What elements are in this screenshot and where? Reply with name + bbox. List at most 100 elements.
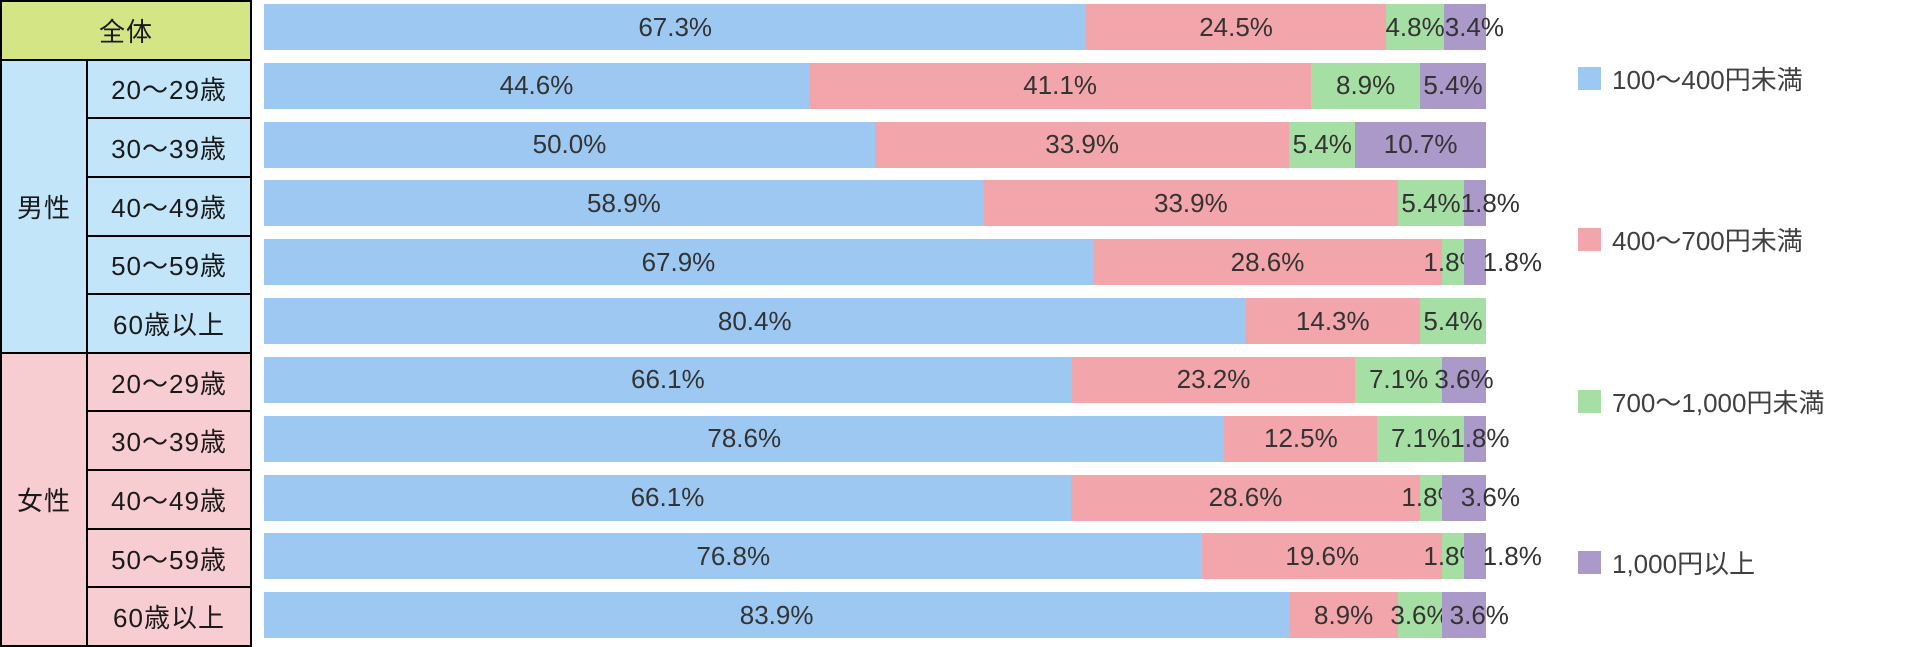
legend-item: 400〜700円未満	[1578, 224, 1803, 256]
bar-value-label: 3.6%	[1434, 364, 1494, 395]
bar-segment-series-2: 19.6%	[1202, 533, 1442, 580]
bar-value-label: 83.9%	[739, 599, 814, 630]
bar-value-label: 5.4%	[1423, 70, 1483, 101]
table-cell-age: 20〜29歳	[88, 60, 250, 118]
bar-segment-series-4: 3.6%	[1442, 474, 1520, 521]
legend: 100〜400円未満 400〜700円未満 700〜1,000円未満 1,000円以上	[1578, 0, 1918, 647]
bar-segment-series-3: 3.6%	[1390, 592, 1450, 639]
bar-segment-series-3: 5.4%	[1398, 180, 1464, 227]
bar-segment-series-2: 28.6%	[1092, 239, 1443, 286]
bar-value-label: 1.8%	[1460, 187, 1520, 218]
bar-segment-series-4: 10.7%	[1355, 121, 1486, 168]
legend-label: 1,000円以上	[1612, 548, 1756, 579]
bar-value-label: 28.6%	[1230, 246, 1305, 277]
legend-swatch-icon	[1578, 66, 1601, 90]
table-cell-overall: 全体	[2, 2, 250, 59]
bar-row: 76.8% 19.6% 1.8% 1.8%	[264, 533, 1542, 580]
table-cell-age: 60歳以上	[88, 295, 250, 352]
bar-value-label: 1.8%	[1482, 246, 1542, 277]
bar-segment-series-3: 5.4%	[1289, 121, 1356, 168]
bar-segment-series-4: 1.8%	[1464, 533, 1542, 580]
legend-label: 700〜1,000円未満	[1612, 387, 1825, 418]
bar-row: 44.6% 41.1% 8.9% 5.4%	[264, 62, 1486, 109]
bar-segment-series-2: 23.2%	[1071, 356, 1356, 403]
table-cell-age: 20〜29歳	[88, 353, 250, 411]
bar-segment-series-1: 83.9%	[264, 592, 1290, 639]
bar-row: 78.6% 12.5% 7.1% 1.8%	[264, 415, 1510, 462]
bar-segment-series-1: 58.9%	[264, 180, 984, 227]
bar-value-label: 1.8%	[1482, 540, 1542, 571]
bar-segment-series-3: 5.4%	[1420, 298, 1486, 345]
bar-value-label: 44.6%	[499, 70, 574, 101]
bar-segment-series-4: 1.8%	[1464, 239, 1542, 286]
category-table: 全体 男性 20〜29歳 30〜39歳 40〜49歳 50〜59歳 60歳以上 女性 20〜29…	[0, 0, 252, 647]
table-cell-age: 50〜59歳	[88, 236, 250, 294]
bar-segment-series-1: 44.6%	[264, 62, 809, 109]
bar-value-label: 66.1%	[630, 482, 705, 513]
bar-value-label: 66.1%	[631, 364, 705, 395]
bar-row: 83.9% 8.9% 3.6% 3.6%	[264, 592, 1509, 639]
bar-segment-series-1: 50.0%	[264, 121, 875, 168]
bar-value-label: 19.6%	[1285, 540, 1360, 571]
bar-segment-series-1: 67.9%	[264, 239, 1093, 286]
table-cell-group: 男性	[2, 60, 86, 352]
bar-segment-series-3: 8.9%	[1311, 62, 1420, 109]
bar-row: 58.9% 33.9% 5.4% 1.8%	[264, 180, 1520, 227]
bar-segment-series-1: 67.3%	[264, 4, 1087, 50]
bar-value-label: 50.0%	[532, 129, 607, 160]
bar-row: 66.1% 23.2% 7.1% 3.6%	[264, 356, 1494, 403]
bar-value-label: 78.6%	[707, 423, 782, 454]
bar-value-label: 58.9%	[587, 187, 661, 218]
legend-swatch-icon	[1578, 550, 1601, 574]
bar-segment-series-3: 7.1%	[1355, 356, 1442, 403]
bar-segment-series-1: 78.6%	[264, 415, 1225, 462]
bar-segment-series-2: 28.6%	[1070, 474, 1421, 521]
bar-segment-series-4: 1.8%	[1450, 415, 1510, 462]
bar-value-label: 12.5%	[1263, 423, 1338, 454]
bar-segment-series-1: 66.1%	[264, 356, 1072, 403]
plot-area: 67.3% 24.5% 4.8% 3.4% 44.6% 41.1% 8.9% 5.4% 50.0…	[264, 0, 1542, 647]
table-cell-age: 30〜39歳	[88, 119, 250, 176]
bar-segment-series-4: 3.6%	[1434, 356, 1494, 403]
bar-value-label: 28.6%	[1208, 482, 1283, 513]
bar-segment-series-2: 33.9%	[875, 121, 1290, 168]
legend-label: 400〜700円未満	[1612, 225, 1803, 256]
legend-item: 100〜400円未満	[1578, 63, 1803, 95]
bar-segment-series-3: 7.1%	[1377, 415, 1464, 462]
legend-item: 1,000円以上	[1578, 547, 1755, 579]
bar-segment-series-4: 3.4%	[1444, 4, 1504, 50]
bar-value-label: 14.3%	[1295, 305, 1370, 336]
bar-segment-series-2: 33.9%	[983, 180, 1398, 227]
bar-segment-series-2: 8.9%	[1289, 592, 1398, 639]
bar-segment-series-1: 66.1%	[264, 474, 1071, 521]
table-cell-age: 40〜49歳	[88, 471, 250, 528]
bar-row: 50.0% 33.9% 5.4% 10.7%	[264, 121, 1486, 168]
legend-swatch-icon	[1578, 389, 1601, 413]
bar-value-label: 7.1%	[1368, 364, 1429, 395]
bar-row: 66.1% 28.6% 1.8% 3.6%	[264, 474, 1520, 521]
bar-value-label: 41.1%	[1023, 70, 1097, 101]
bar-segment-series-2: 12.5%	[1224, 415, 1378, 462]
bar-segment-series-1: 80.4%	[264, 298, 1246, 345]
bar-segment-series-2: 24.5%	[1086, 4, 1386, 50]
bar-segment-series-2: 14.3%	[1245, 298, 1421, 345]
bar-value-label: 3.4%	[1444, 11, 1504, 42]
legend-item: 700〜1,000円未満	[1578, 386, 1824, 418]
bar-segment-series-4: 5.4%	[1420, 62, 1486, 109]
bar-value-label: 67.3%	[638, 11, 713, 42]
bar-row: 80.4% 14.3% 5.4%	[264, 298, 1486, 345]
bar-segment-series-3: 1.8%	[1423, 533, 1483, 580]
table-cell-age: 50〜59歳	[88, 529, 250, 587]
bar-value-label: 10.7%	[1383, 129, 1458, 160]
bar-value-label: 5.4%	[1292, 129, 1352, 160]
table-cell-age: 30〜39歳	[88, 412, 250, 470]
bar-value-label: 80.4%	[717, 305, 792, 336]
bar-value-label: 1.8%	[1450, 423, 1510, 454]
legend-swatch-icon	[1578, 227, 1601, 251]
bar-segment-series-3: 1.8%	[1401, 474, 1461, 521]
table-cell-age: 40〜49歳	[88, 177, 250, 235]
table-cell-group: 女性	[2, 353, 86, 645]
legend-label: 100〜400円未満	[1612, 64, 1803, 95]
bar-value-label: 24.5%	[1199, 11, 1273, 42]
